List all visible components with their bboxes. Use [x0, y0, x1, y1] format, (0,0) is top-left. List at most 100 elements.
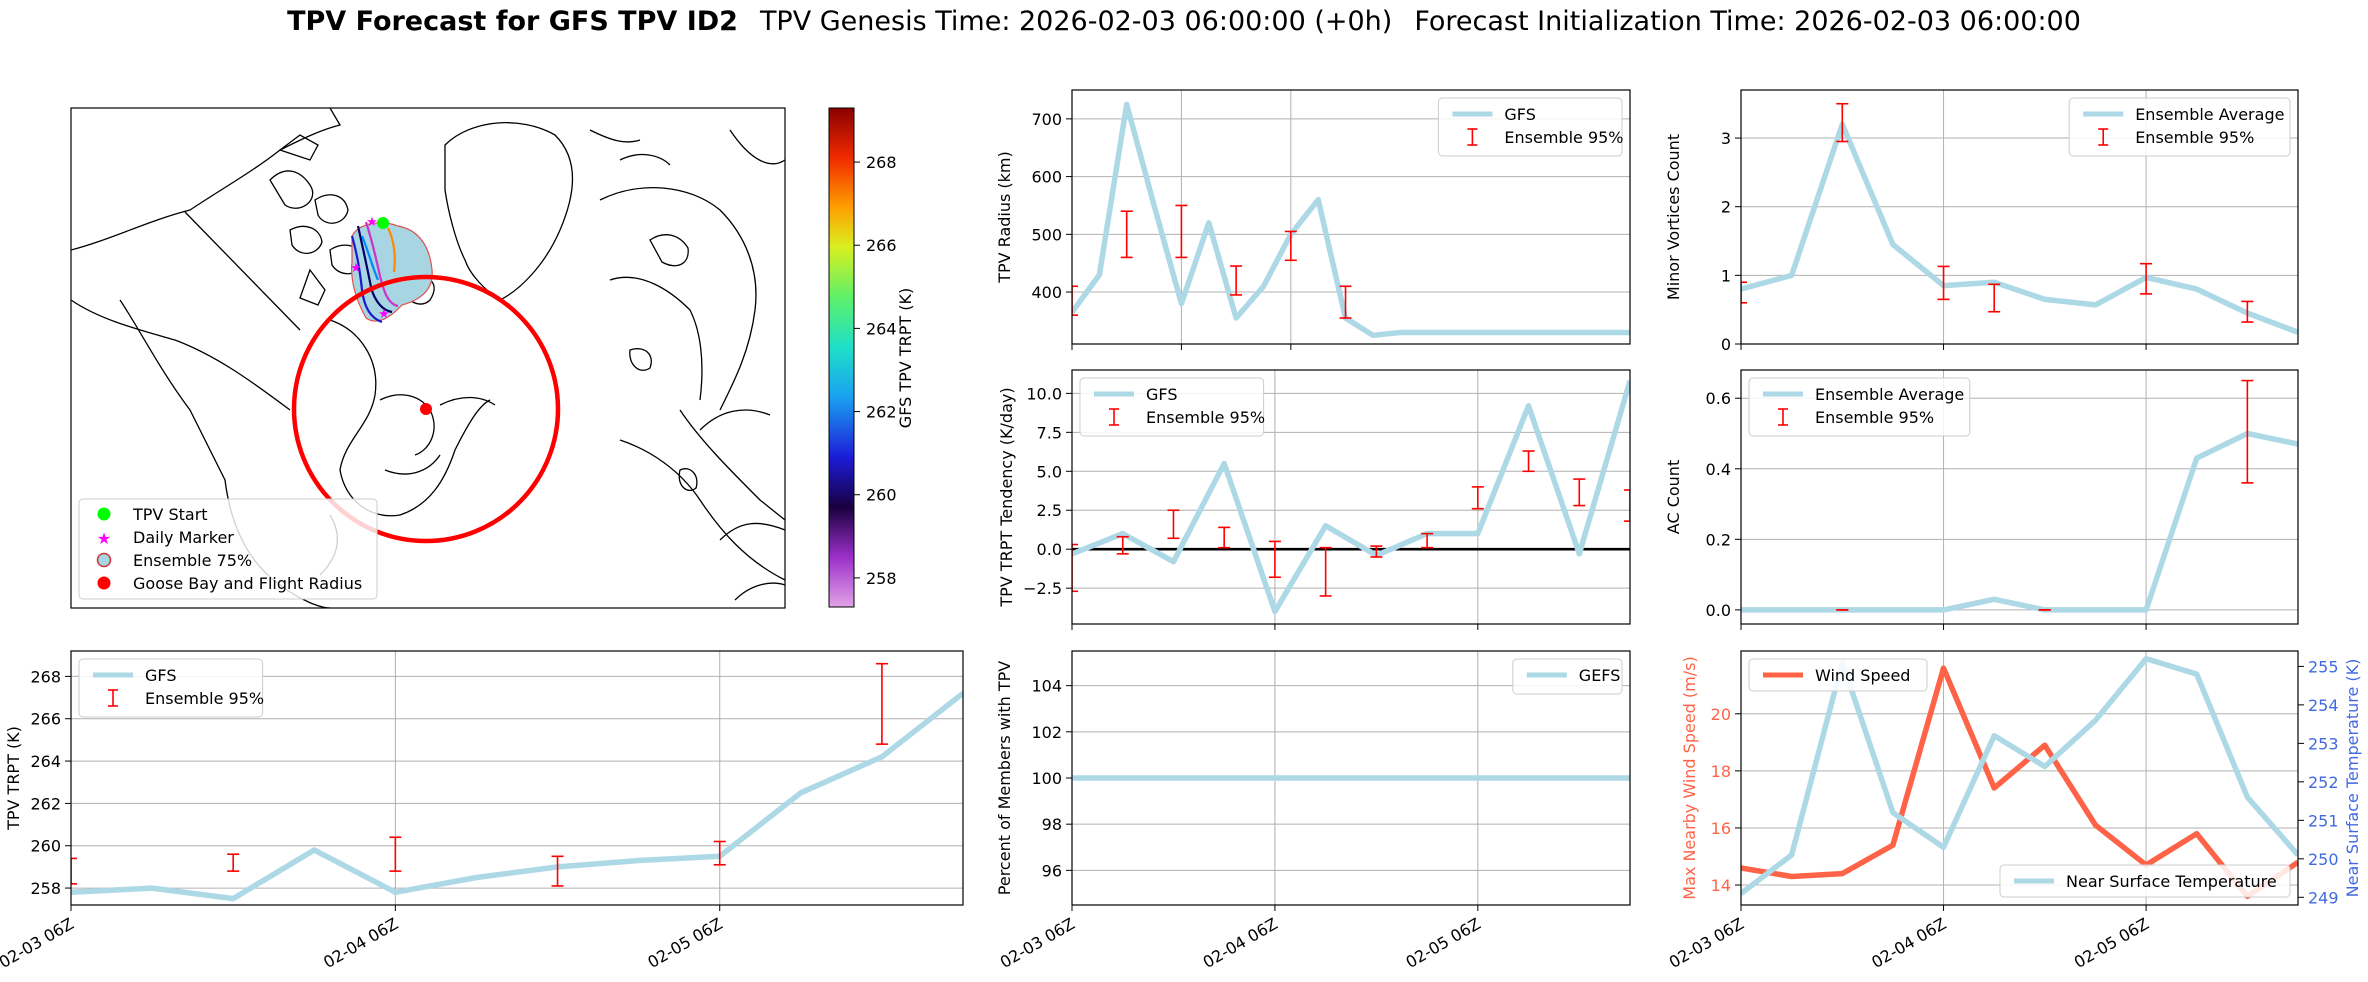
legend-goose-bay-label: Goose Bay and Flight Radius [133, 574, 362, 593]
legend: GFS Ensemble 95% [78, 658, 264, 718]
legend-box [1999, 864, 2291, 898]
x-tick-label: 02-04 06Z [1868, 914, 1949, 972]
y-tick-label: 400 [1031, 283, 1062, 302]
y-tick-label: 0 [1721, 335, 1731, 354]
y-tick-label: 102 [1031, 723, 1062, 742]
goose-bay-radius [291, 274, 561, 544]
y-axis-label: Minor Vortices Count [1664, 134, 1683, 300]
legend: Ensemble Average Ensemble 95% [1748, 377, 1971, 437]
series-group [1741, 655, 2298, 900]
title-bold: TPV Forecast for GFS TPV ID2 [287, 6, 738, 37]
y-tick-label: 258 [30, 879, 61, 898]
series-group [1741, 102, 2298, 335]
y-axis-label: Percent of Members with TPV [995, 661, 1014, 895]
y2-tick-label: 251 [2308, 811, 2339, 830]
legend-label: Ensemble 95% [145, 689, 264, 708]
chart-percent-members: 96 98 100 102 104 02-03 06Z 02-04 06Z 02-05 06Z… [995, 650, 1631, 972]
x-tick-label: 02-03 06Z [1666, 914, 1747, 972]
series-line-gfs [1072, 101, 1630, 339]
y-tick-label: 20 [1711, 705, 1731, 724]
error-bar [1522, 450, 1535, 473]
legend-label: Ensemble 95% [1504, 128, 1623, 147]
error-bar [1937, 265, 1950, 301]
legend: Near Surface Temperature [1999, 864, 2291, 898]
error-bar [713, 840, 726, 866]
legend-label: Ensemble 95% [2135, 128, 2254, 147]
plot-frame [1071, 369, 1631, 625]
error-bar [1167, 509, 1180, 540]
legend-tpv-start-label: TPV Start [132, 505, 208, 524]
error-bar [1120, 210, 1133, 259]
y-tick-label: 260 [30, 837, 61, 856]
chart-trpt-tendency: −2.5 0.0 2.5 5.0 7.5 10.0 TPV TRPT Tendency (K… [997, 369, 1631, 630]
y-axis-label: TPV TRPT (K) [4, 726, 23, 831]
error-bar [1836, 102, 1849, 143]
y-tick-label: 104 [1031, 677, 1062, 696]
legend-daily-marker-icon: ★ [97, 529, 111, 548]
error-bar [551, 855, 564, 887]
colorbar-tick-label: 260 [866, 486, 897, 505]
y2-tick-label: 252 [2308, 773, 2339, 792]
error-bar [2241, 379, 2254, 484]
y-tick-label: 2.5 [1037, 501, 1062, 520]
series-line-ensemble-average [1741, 121, 2298, 335]
legend-box [1512, 658, 1623, 695]
error-bar [1624, 489, 1630, 522]
series-group [1072, 101, 1630, 339]
series-group [1072, 380, 1630, 615]
series-line-near-surface-temperature [1741, 655, 2298, 896]
y2-tick-label: 254 [2308, 696, 2339, 715]
goose-bay-marker [420, 403, 432, 415]
legend-label: GFS [1504, 105, 1535, 124]
plot-frame [70, 650, 964, 906]
y2-tick-label: 249 [2308, 888, 2339, 907]
y2-tick-label: 250 [2308, 850, 2339, 869]
colorbar-label: GFS TPV TRPT (K) [896, 288, 915, 428]
y-tick-label: 3 [1721, 129, 1731, 148]
legend-label: Ensemble 95% [1146, 408, 1265, 427]
chart-minor-vortices: 0 1 2 3 Minor Vortices Count Ensemble Average… [1664, 89, 2299, 354]
legend-box [1748, 658, 1928, 692]
series-line-gfs [71, 691, 963, 902]
error-bar [1339, 285, 1352, 319]
map-panel: ★ ★ ★ TPV Start ★ Daily Marker Ensemble … [70, 107, 915, 609]
title-init: Forecast Initialization Time: 2026-02-03… [1414, 6, 2081, 37]
legend: Wind Speed [1748, 658, 1928, 692]
y-tick-label: 1 [1721, 266, 1731, 285]
x-tick-label: 02-05 06Z [2071, 914, 2152, 972]
colorbar-tick-label: 264 [866, 319, 897, 338]
error-bar [1421, 532, 1434, 549]
y-tick-label: 700 [1031, 110, 1062, 129]
series-line-wind-speed [1741, 665, 2298, 900]
figure-title: TPV Forecast for GFS TPV ID2 TPV Genesis … [0, 6, 2368, 37]
error-bar [1284, 230, 1297, 262]
x-tick-label: 02-05 06Z [644, 914, 725, 972]
y-tick-label: 96 [1042, 861, 1062, 880]
legend: GFS Ensemble 95% [1437, 97, 1624, 157]
error-bar [389, 836, 402, 872]
y2-axis-label: Near Surface Temperature (K) [2343, 659, 2362, 898]
legend-box [1748, 377, 1971, 437]
error-bar [1988, 283, 2001, 313]
error-bar [1072, 543, 1078, 593]
y-axis-label: Max Nearby Wind Speed (m/s) [1680, 656, 1699, 899]
error-bar [1319, 546, 1332, 597]
y-tick-label: 0.4 [1706, 460, 1731, 479]
error-bar [1268, 540, 1281, 579]
x-tick-label: 02-04 06Z [1200, 914, 1281, 972]
chart-wind-temperature: 14 16 18 20 249 250 251 252 253 254 255 02-03 06Z 02… [1666, 650, 2362, 972]
error-bar [1573, 478, 1586, 507]
legend-ensemble-75-icon [96, 552, 112, 568]
y2-tick-label: 255 [2308, 657, 2339, 676]
colorbar-tick-label: 262 [866, 403, 897, 422]
chart-tpv-radius: 400 500 600 700 TPV Radius (km) GFS Ensemble 9… [995, 89, 1631, 350]
map-legend: TPV Start ★ Daily Marker Ensemble 75% Go… [78, 498, 378, 600]
plot-frame [1740, 650, 2299, 906]
tpv-start-marker [377, 217, 389, 229]
colorbar [828, 107, 855, 608]
legend: Ensemble Average Ensemble 95% [2068, 97, 2291, 157]
legend-box [2068, 97, 2291, 157]
y-tick-label: 18 [1711, 762, 1731, 781]
